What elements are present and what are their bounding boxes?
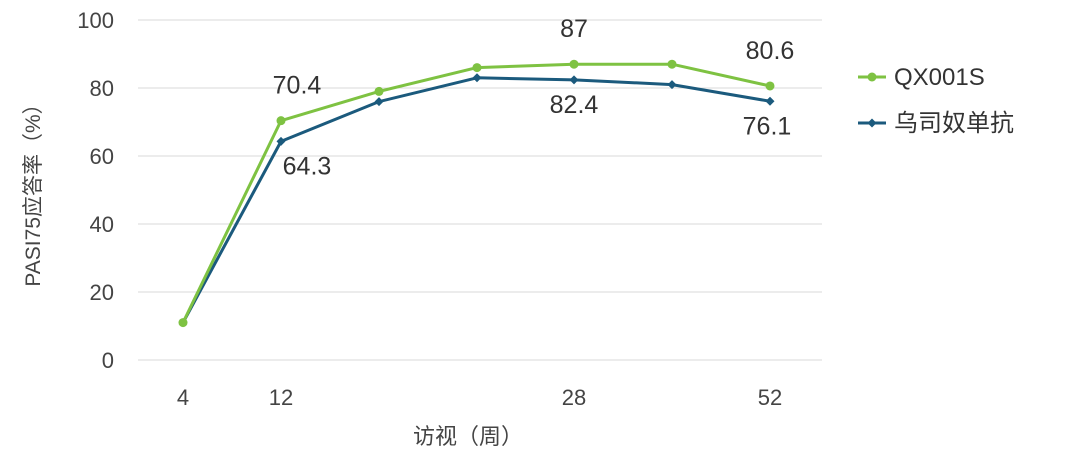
data-labels: 70.4 87 80.6 64.3 82.4 76.1 bbox=[273, 15, 795, 180]
data-label: 64.3 bbox=[283, 152, 332, 180]
data-point bbox=[569, 75, 579, 85]
legend-marker bbox=[867, 72, 877, 82]
x-axis-ticks: 4 12 28 52 bbox=[177, 385, 782, 410]
data-point bbox=[765, 81, 775, 91]
legend-label: 乌司奴单抗 bbox=[894, 110, 1014, 137]
y-tick-label: 80 bbox=[90, 76, 114, 101]
series-line bbox=[181, 76, 771, 324]
series-2 bbox=[178, 73, 775, 328]
data-point bbox=[569, 59, 579, 69]
x-tick-label: 52 bbox=[758, 385, 782, 410]
data-point bbox=[667, 59, 677, 69]
data-point bbox=[374, 97, 384, 107]
series-layer bbox=[178, 59, 775, 328]
y-tick-label: 20 bbox=[90, 280, 114, 305]
x-tick-label: 28 bbox=[562, 385, 586, 410]
data-point bbox=[374, 86, 384, 96]
legend-item-1: QX001S bbox=[858, 64, 985, 91]
x-tick-label: 12 bbox=[269, 385, 293, 410]
data-point bbox=[765, 96, 775, 106]
legend: QX001S 乌司奴单抗 bbox=[858, 64, 1014, 137]
y-tick-label: 100 bbox=[77, 8, 114, 33]
data-label: 87 bbox=[560, 15, 588, 43]
data-point bbox=[276, 116, 286, 126]
y-tick-label: 60 bbox=[90, 144, 114, 169]
data-point bbox=[178, 318, 188, 328]
legend-marker bbox=[867, 118, 877, 128]
data-point bbox=[472, 63, 482, 73]
data-label: 80.6 bbox=[746, 37, 795, 65]
data-point bbox=[472, 73, 482, 83]
series-1 bbox=[178, 59, 775, 328]
y-axis-ticks: 0 20 40 60 80 100 bbox=[77, 8, 114, 373]
grid-lines bbox=[138, 19, 822, 361]
data-label: 76.1 bbox=[743, 112, 792, 140]
data-label: 82.4 bbox=[550, 91, 599, 119]
y-axis-title: PASI75应答率（%） bbox=[22, 93, 45, 286]
series-line bbox=[181, 62, 771, 324]
legend-item-2: 乌司奴单抗 bbox=[858, 110, 1014, 137]
data-point bbox=[667, 80, 677, 90]
y-tick-label: 0 bbox=[102, 348, 114, 373]
x-axis-title: 访视（周） bbox=[413, 424, 523, 449]
legend-label: QX001S bbox=[894, 64, 985, 91]
x-tick-label: 4 bbox=[177, 385, 189, 410]
data-point bbox=[276, 136, 286, 146]
data-label: 70.4 bbox=[273, 72, 322, 100]
y-tick-label: 40 bbox=[90, 212, 114, 237]
